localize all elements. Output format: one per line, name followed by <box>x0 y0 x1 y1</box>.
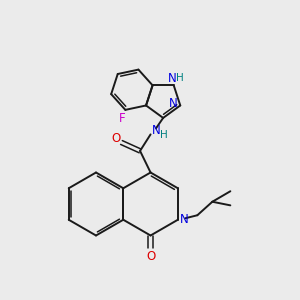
Text: N: N <box>169 98 178 110</box>
Text: O: O <box>146 250 155 263</box>
Text: O: O <box>111 132 121 146</box>
Text: F: F <box>119 112 126 125</box>
Text: H: H <box>160 130 168 140</box>
Text: N: N <box>180 213 189 226</box>
Text: H: H <box>176 73 184 82</box>
Text: N: N <box>168 72 177 85</box>
Text: N: N <box>152 124 160 137</box>
